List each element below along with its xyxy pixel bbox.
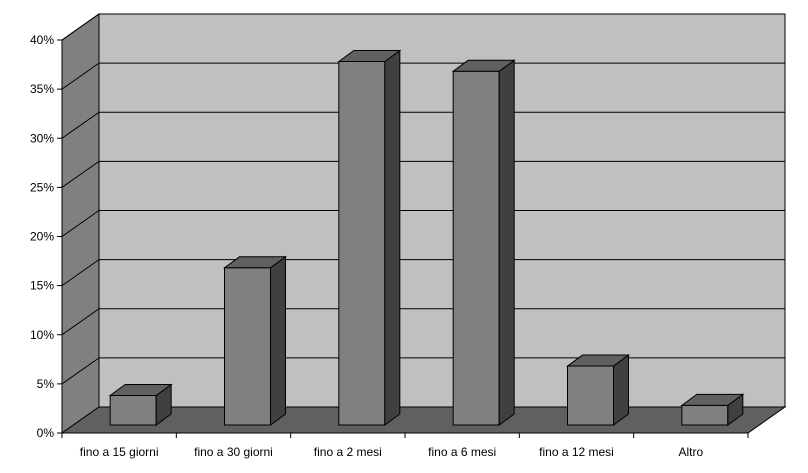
x-tick-label: fino a 15 giorni: [80, 445, 159, 459]
y-tick-label: 35%: [30, 82, 54, 96]
bar-front: [452, 70, 500, 426]
bar: [337, 49, 402, 426]
gridline-side: [61, 62, 100, 90]
bar: [451, 59, 516, 426]
bar-top: [108, 384, 173, 397]
bar: [222, 255, 288, 426]
bar-side: [384, 49, 401, 426]
bar-side: [270, 255, 286, 426]
bar-side: [613, 354, 629, 426]
gridline-side: [61, 210, 100, 237]
bar: [680, 393, 745, 426]
gridline-side: [61, 13, 100, 41]
x-axis-ticks: fino a 15 giorni fino a 30 giorni fino a 2…: [61, 433, 749, 459]
bar-front: [681, 404, 729, 426]
bar-side: [498, 59, 515, 426]
gridline-side: [61, 111, 100, 139]
chart-walls: [61, 13, 786, 434]
bars: [108, 49, 745, 426]
gridline-side: [61, 160, 100, 188]
bar: [565, 354, 631, 426]
bar-front: [224, 267, 271, 426]
y-tick-label: 40%: [30, 33, 54, 47]
bar-top: [451, 59, 516, 72]
gridline-side: [61, 259, 100, 287]
gridline-side: [61, 308, 100, 336]
x-tick-label: Altro: [678, 445, 703, 459]
x-tick-label: fino a 30 giorni: [194, 445, 273, 459]
y-tick-label: 15%: [30, 279, 54, 293]
x-tick-label: fino a 2 mesi: [314, 445, 382, 459]
bar-top: [222, 256, 288, 269]
y-tick-label: 10%: [30, 328, 54, 342]
bar-top: [565, 354, 631, 367]
x-tick-label: fino a 12 mesi: [539, 445, 614, 459]
bar-front: [567, 365, 614, 426]
bar-front: [109, 395, 157, 426]
y-tick-label: 0%: [37, 426, 55, 440]
bar: [108, 383, 173, 426]
gridlines: [61, 13, 785, 385]
y-tick-label: 30%: [30, 131, 54, 145]
bar-top: [337, 49, 402, 62]
y-axis-ticks: 0% 5% 10% 15% 20% 25% 30% 35% 40%: [30, 33, 62, 440]
y-tick-label: 20%: [30, 230, 54, 244]
bar-top: [680, 393, 745, 406]
bar-front: [338, 60, 386, 426]
y-tick-label: 5%: [37, 377, 55, 391]
y-tick-label: 25%: [30, 180, 54, 194]
x-tick-label: fino a 6 mesi: [428, 445, 496, 459]
gridline-side: [61, 357, 100, 385]
